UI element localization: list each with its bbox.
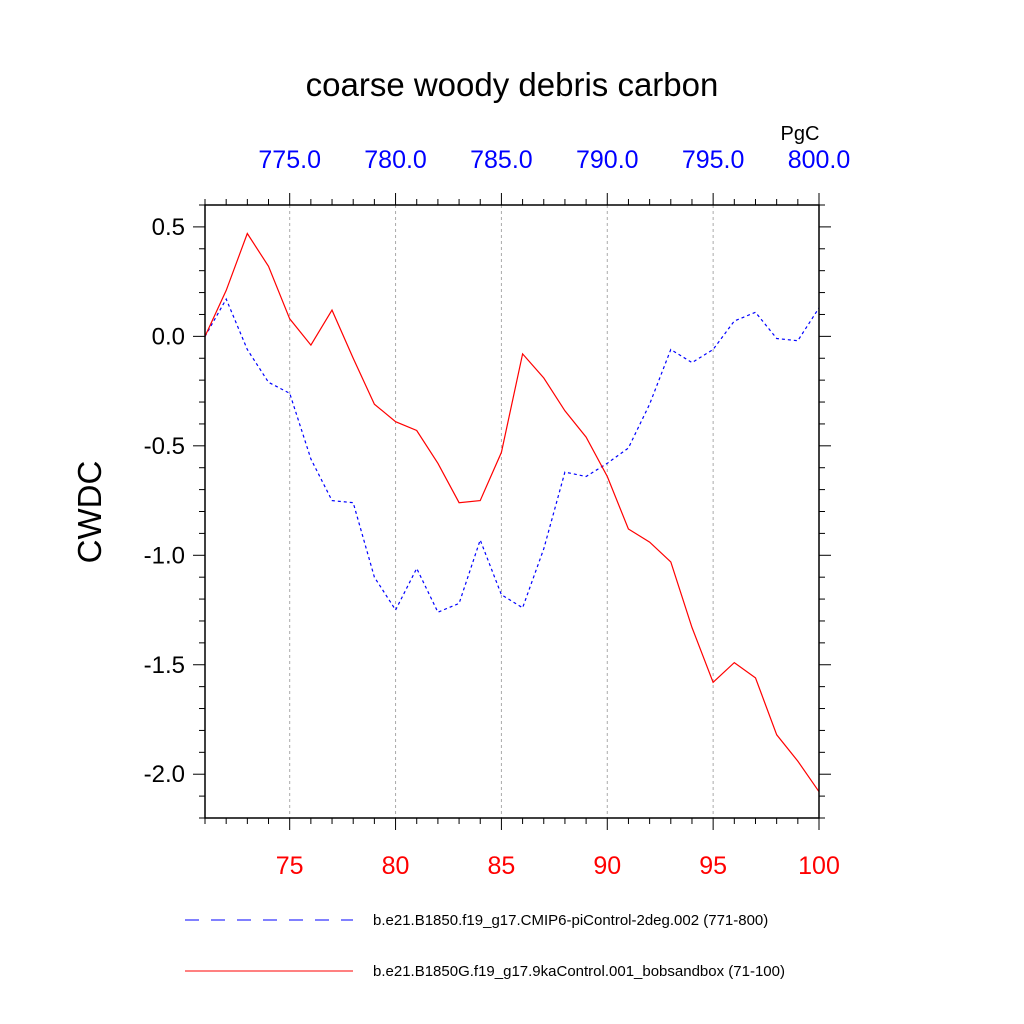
series-layer <box>204 232 820 793</box>
x-bottom-tick-label: 75 <box>276 852 304 880</box>
y-tick-label: 0.5 <box>152 214 185 241</box>
x-top-tick-label: 775.0 <box>258 146 321 174</box>
x-bottom-tick-label: 85 <box>488 852 516 880</box>
x-bottom-tick-label: 95 <box>699 852 727 880</box>
y-axis-label: CWDC <box>71 461 108 564</box>
x-top-tick-label: 785.0 <box>470 146 533 174</box>
x-bottom-tick-label: 80 <box>382 852 410 880</box>
y-tick-label: -1.0 <box>144 542 185 569</box>
y-tick-label: -0.5 <box>144 433 185 460</box>
y-tick-label: -2.0 <box>144 761 185 788</box>
x-top-tick-label: 795.0 <box>682 146 745 174</box>
legend-label-2: b.e21.B1850G.f19_g17.9kaControl.001_bobs… <box>373 963 785 980</box>
grid-layer <box>289 205 714 818</box>
series-line-1 <box>204 297 820 613</box>
x-bottom-tick-label: 90 <box>593 852 621 880</box>
x-top-tick-label: 780.0 <box>364 146 427 174</box>
legend: b.e21.B1850.f19_g17.CMIP6-piControl-2deg… <box>185 912 785 980</box>
legend-label-1: b.e21.B1850.f19_g17.CMIP6-piControl-2deg… <box>373 912 768 929</box>
x-top-tick-label: 800.0 <box>788 146 851 174</box>
chart-title: coarse woody debris carbon <box>306 66 719 103</box>
y-tick-label: 0.0 <box>152 323 185 350</box>
x-bottom-tick-label: 100 <box>798 852 840 880</box>
y-tick-label: -1.5 <box>144 652 185 679</box>
x-top-tick-label: 790.0 <box>576 146 639 174</box>
units-label: PgC <box>781 123 820 145</box>
axes-layer: 0.5 0.0 -0.5 -1.0 -1.5 -2.0 75 80 85 90 95 100 775.0… <box>144 146 851 880</box>
series-line-2 <box>204 232 820 793</box>
